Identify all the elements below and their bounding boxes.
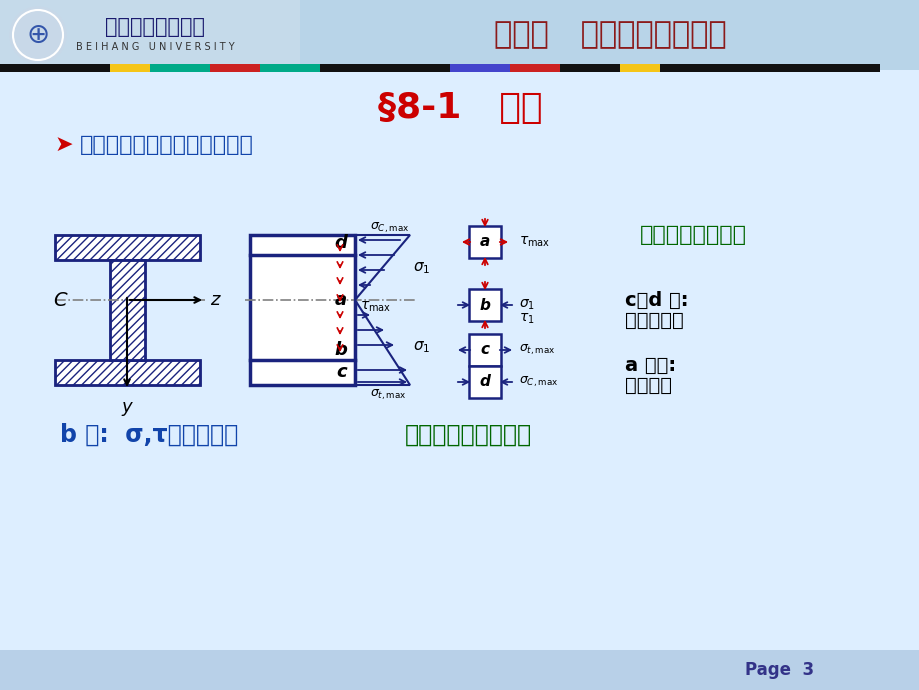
Text: a: a: [480, 235, 490, 250]
Bar: [0, 0, 300, 70]
Text: ⊕: ⊕: [27, 21, 50, 49]
Text: ➤: ➤: [55, 135, 74, 155]
Text: d: d: [479, 375, 490, 389]
Text: b 点:  σ,τ联合作用，: b 点: σ,τ联合作用，: [60, 423, 238, 447]
Text: b: b: [479, 297, 490, 313]
Bar: [0, 0, 919, 70]
Text: z: z: [210, 291, 220, 309]
Bar: [80, 64, 110, 72]
Bar: [0, 650, 919, 690]
Bar: [110, 260, 145, 360]
Text: d: d: [334, 234, 346, 252]
Bar: [400, 64, 449, 72]
Text: Page  3: Page 3: [744, 661, 813, 679]
Bar: [560, 64, 619, 72]
Bar: [469, 366, 501, 398]
Bar: [659, 64, 879, 72]
Bar: [55, 235, 199, 260]
Text: $\tau_{\mathrm{max}}$: $\tau_{\mathrm{max}}$: [518, 235, 550, 249]
Bar: [55, 360, 199, 385]
Bar: [110, 64, 150, 72]
Text: $\sigma_{C,\mathrm{max}}$: $\sigma_{C,\mathrm{max}}$: [369, 221, 409, 235]
Text: $\tau_{\mathrm{max}}$: $\tau_{\mathrm{max}}$: [359, 299, 391, 314]
Text: 单向应力；: 单向应力；: [624, 310, 683, 330]
Text: $\sigma_{t,\mathrm{max}}$: $\sigma_{t,\mathrm{max}}$: [518, 343, 555, 357]
Bar: [469, 289, 501, 321]
Text: 北京航空航天大学: 北京航空航天大学: [105, 17, 205, 37]
Text: a: a: [335, 291, 346, 309]
Text: c，d 点:: c，d 点:: [624, 290, 687, 310]
Text: B E I H A N G   U N I V E R S I T Y: B E I H A N G U N I V E R S I T Y: [75, 42, 234, 52]
Text: C: C: [53, 290, 67, 310]
Bar: [260, 64, 320, 72]
Text: $\sigma_{C,\mathrm{max}}$: $\sigma_{C,\mathrm{max}}$: [518, 375, 558, 389]
Bar: [469, 334, 501, 366]
Bar: [449, 64, 509, 72]
Text: y: y: [121, 398, 132, 416]
Bar: [250, 235, 355, 385]
Text: $\sigma_1$: $\sigma_1$: [413, 339, 430, 355]
Text: $\sigma_1$: $\sigma_1$: [518, 298, 535, 312]
Text: $\sigma_{t,\mathrm{max}}$: $\sigma_{t,\mathrm{max}}$: [369, 388, 406, 402]
Text: a 点处:: a 点处:: [624, 355, 675, 375]
Bar: [55, 235, 199, 260]
Text: $\tau_1$: $\tau_1$: [518, 312, 534, 326]
Text: 复杂应力状态下的强度条件？: 复杂应力状态下的强度条件？: [80, 135, 254, 155]
Bar: [0, 64, 80, 72]
Text: §8-1   引言: §8-1 引言: [378, 91, 541, 125]
Bar: [469, 226, 501, 258]
Text: 纯剪切；: 纯剪切；: [624, 375, 671, 395]
Text: 工字梁的横力弯曲: 工字梁的横力弯曲: [640, 225, 746, 245]
Bar: [320, 64, 400, 72]
Text: 如何建立强度条件？: 如何建立强度条件？: [404, 423, 531, 447]
Bar: [55, 360, 199, 385]
Text: c: c: [336, 363, 346, 381]
Bar: [210, 64, 260, 72]
Text: b: b: [334, 341, 346, 359]
Text: c: c: [480, 342, 489, 357]
Bar: [110, 260, 145, 360]
Bar: [150, 64, 210, 72]
Bar: [509, 64, 560, 72]
Bar: [619, 64, 659, 72]
Circle shape: [10, 7, 66, 63]
Text: $\sigma_1$: $\sigma_1$: [413, 260, 430, 276]
Text: 第八章   应力应变状态分析: 第八章 应力应变状态分析: [494, 21, 725, 50]
